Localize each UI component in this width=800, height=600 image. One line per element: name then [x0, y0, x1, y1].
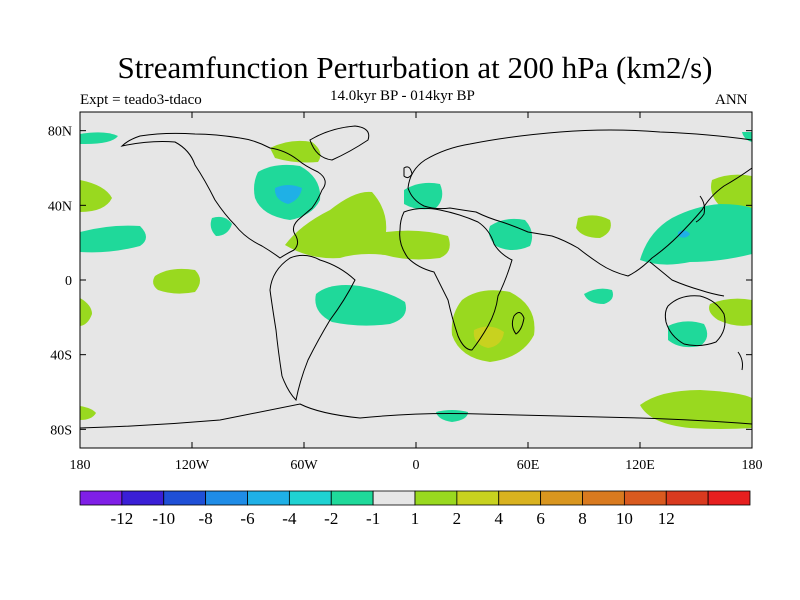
coastlines [80, 125, 752, 429]
negative-anomaly-western-north-america [210, 216, 232, 236]
colorbar-label: -10 [152, 509, 175, 528]
coastline-madagascar [511, 312, 525, 335]
lat-tick-label: 40N [48, 199, 72, 214]
colorbar-label: -2 [324, 509, 338, 528]
negative-anomaly-south-atlantic [315, 285, 406, 326]
lon-tick-label: 60W [290, 458, 318, 473]
negative-anomaly-southern-ocean [436, 410, 468, 422]
colorbar-swatch [79, 490, 123, 506]
colorbar-label: 2 [453, 509, 462, 528]
colorbar-swatch [582, 490, 625, 506]
colorbar-label: -8 [199, 509, 213, 528]
negative-anomaly-north-america-core [274, 185, 302, 204]
coastline-south-america [269, 254, 356, 402]
coastline-southeast-asia [649, 261, 725, 297]
colorbar-label: 8 [578, 509, 587, 528]
coastline-africa [399, 207, 513, 351]
coastline-new-zealand [737, 351, 743, 371]
negative-anomaly-east-pacific-subtropics [80, 225, 146, 253]
plot-title: Streamfunction Perturbation at 200 hPa (… [117, 50, 713, 85]
lon-tick-label: 60E [517, 458, 540, 473]
coastline-eurasia [407, 129, 752, 277]
lat-tick-label: 0 [65, 274, 72, 289]
colorbar-label: 6 [536, 509, 545, 528]
colorbar: -12 -10 -8 -6 -4 -2 -1 1 2 4 6 8 10 12 [79, 490, 751, 528]
positive-anomaly-australia [709, 298, 752, 326]
colorbar-label: -12 [111, 509, 134, 528]
colorbar-swatch [623, 490, 667, 506]
longitude-axis: 180 120W 60W 0 60E 120E 180 [70, 112, 763, 473]
negative-anomaly-europe [404, 182, 443, 210]
positive-anomaly-indian-ocean [576, 215, 611, 238]
colorbar-label: -1 [366, 509, 380, 528]
colorbar-swatch [247, 490, 290, 506]
colorbar-label: 4 [495, 509, 504, 528]
positive-anomaly-southern-africa-core [473, 326, 504, 348]
lat-tick-label: 80N [48, 125, 72, 140]
lat-tick-label: 40S [50, 349, 72, 364]
season-label: ANN [715, 92, 748, 108]
colorbar-swatch [540, 490, 583, 506]
positive-anomaly-west-edge-polar [80, 406, 96, 420]
positive-anomaly-north-pacific [80, 180, 112, 212]
lon-tick-label: 0 [413, 458, 420, 473]
negative-anomaly-arctic-pacific [80, 132, 118, 144]
colorbar-swatch [288, 490, 332, 506]
lon-tick-label: 120E [625, 458, 655, 473]
lon-tick-label: 180 [70, 458, 91, 473]
negative-anomaly-western-pacific [640, 204, 752, 265]
colorbar-label: 10 [616, 509, 633, 528]
colorbar-swatch [498, 490, 542, 506]
lon-tick-label: 120W [175, 458, 210, 473]
colorbar-swatch [205, 490, 248, 506]
positive-anomaly-southern-africa [451, 290, 535, 362]
colorbar-label: 1 [411, 509, 420, 528]
colorbar-swatch [121, 490, 165, 506]
positive-anomaly-east-asia [711, 174, 752, 213]
negative-anomaly-western-pacific-core [678, 230, 690, 238]
colorbar-swatch [707, 490, 751, 506]
colorbar-swatch [414, 490, 458, 506]
negative-anomaly-indian-ocean-east [584, 288, 613, 304]
colorbar-swatch [330, 490, 374, 506]
coastline-antarctica [80, 403, 752, 429]
coastline-greenland [309, 125, 370, 161]
colorbar-label: -6 [240, 509, 254, 528]
lat-tick-label: 80S [50, 423, 72, 438]
positive-anomaly-tropical-atlantic [285, 191, 450, 260]
experiment-label: Expt = teado3-tdaco [80, 92, 202, 108]
coastline-australia [664, 295, 726, 347]
coastline-japan [695, 195, 705, 223]
coastline-uk [403, 166, 413, 179]
positive-anomaly-east-pacific [153, 268, 200, 294]
latitude-axis: 80N 40N 0 40S 80S [48, 125, 752, 438]
positive-anomaly-west-edge-south [80, 298, 92, 326]
colorbar-swatch [665, 490, 709, 506]
period-label: 14.0kyr BP - 014kyr BP [330, 88, 475, 104]
colorbar-swatch [456, 490, 500, 506]
negative-anomaly-australia-south [668, 321, 708, 348]
lon-tick-label: 180 [742, 458, 763, 473]
colorbar-swatch [372, 490, 416, 506]
colorbar-label: 12 [658, 509, 675, 528]
negative-anomaly-middle-east [488, 218, 533, 250]
colorbar-label: -4 [282, 509, 297, 528]
colorbar-swatch [163, 490, 207, 506]
coastline-north-america [120, 132, 326, 259]
positive-anomaly-north-atlantic-high [270, 140, 321, 163]
